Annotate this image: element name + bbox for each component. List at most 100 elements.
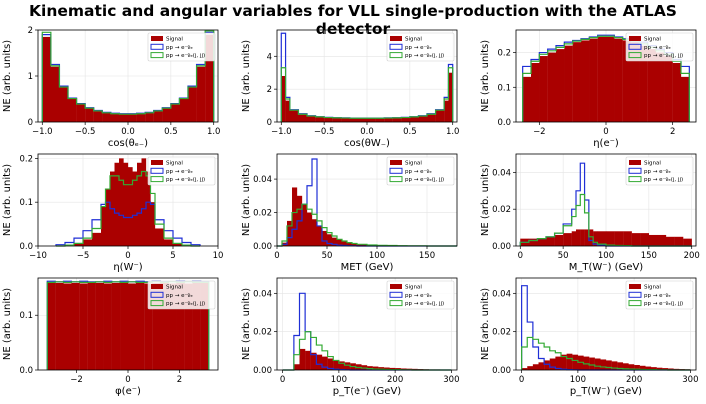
legend-label: pp → e⁻ν̄ₑ: [166, 45, 193, 51]
x-axis-label: p_T(e⁻) (GeV): [333, 386, 402, 397]
signal-bar: [59, 87, 69, 122]
legend-label: Signal: [166, 37, 183, 43]
legend-swatch-green: [389, 52, 403, 59]
signal-bar: [674, 236, 684, 246]
y-axis-label: NE (arb. units): [241, 164, 252, 236]
legend: Signal pp → e⁻ν̄ₑ pp → e⁻ν̄ₑ(j, jj): [386, 156, 455, 186]
signal-bar: [79, 283, 88, 370]
x-tick-label: −5: [77, 251, 90, 261]
panel-6: 0 50 100 150 200 0.00 0.02 0.04 M_T(W⁻) (GeV) NE …: [480, 153, 700, 273]
signal-bar: [628, 364, 635, 370]
legend-swatch-green: [628, 176, 642, 183]
legend-label: Signal: [405, 37, 422, 43]
signal-bar: [645, 366, 652, 370]
legend-swatch-green: [150, 176, 164, 183]
signal-bar: [389, 367, 396, 370]
signal-bar: [192, 282, 201, 370]
green-step-line: [280, 67, 454, 122]
legend-box: [147, 156, 216, 186]
signal-bar: [305, 350, 311, 370]
signal-bar: [93, 110, 103, 122]
signal-bar: [114, 162, 120, 246]
legend-label: Signal: [644, 161, 661, 167]
signal-bar: [576, 229, 581, 246]
blue-step-line: [55, 201, 201, 246]
signal-bar: [662, 368, 669, 370]
axes-frame: [276, 153, 458, 247]
x-tick-label: 0: [518, 251, 523, 261]
x-tick-label: −1.0: [271, 127, 292, 137]
signal-bar: [316, 354, 323, 370]
signal-bar: [101, 206, 106, 246]
signal-bar: [85, 108, 94, 122]
signal-bar: [656, 367, 663, 370]
y-tick-label: 1: [28, 72, 33, 82]
signal-bar: [317, 225, 323, 246]
signal-bar: [544, 360, 550, 370]
x-axis-label: φ(e⁻): [115, 386, 141, 397]
legend-swatch-green: [389, 176, 403, 183]
signal-bar: [128, 114, 137, 122]
legend-label: pp → e⁻ν̄ₑ(j, jj): [644, 177, 683, 183]
x-tick-label: 0.5: [403, 127, 417, 137]
signal-bar: [651, 367, 657, 370]
legend-box: [625, 32, 694, 62]
legend-swatch-blue: [389, 291, 403, 298]
signal-bar: [322, 230, 328, 246]
x-tick-label: 0: [274, 251, 279, 261]
signal-bar: [298, 114, 308, 122]
legend-swatch-blue: [628, 43, 642, 50]
signal-bar: [184, 283, 193, 370]
x-axis-label: cos(θW₋): [344, 138, 390, 149]
x-tick-label: 100: [331, 375, 347, 385]
signal-bar: [357, 244, 368, 246]
signal-bar: [623, 231, 632, 246]
signal-bar: [527, 366, 534, 370]
y-tick-label: 0.04: [492, 289, 511, 299]
y-axis-label: NE (arb. units): [480, 288, 491, 360]
signal-bar: [392, 117, 402, 122]
signal-bar: [50, 66, 60, 122]
signal-bar: [162, 108, 172, 122]
x-tick-label: 2: [177, 375, 182, 385]
x-tick-label: 150: [419, 251, 435, 261]
signal-bar: [205, 34, 214, 122]
y-tick-label: 0.04: [492, 168, 511, 178]
signal-bar: [173, 243, 183, 246]
x-tick-label: 2: [670, 127, 675, 137]
signal-bar: [383, 367, 390, 370]
legend-label: pp → e⁻ν̄ₑ: [166, 169, 193, 175]
x-tick-label: 1.0: [207, 127, 221, 137]
legend-label: pp → e⁻ν̄ₑ: [166, 293, 193, 299]
legend: Signal pp → e⁻ν̄ₑ pp → e⁻ν̄ₑ(j, jj): [147, 156, 216, 186]
x-tick-label: 0.0: [121, 127, 135, 137]
signal-bar: [372, 366, 379, 370]
signal-bar: [664, 56, 673, 122]
signal-bar: [597, 36, 607, 122]
signal-bar: [584, 229, 590, 246]
legend-label: Signal: [405, 285, 422, 291]
legend-label: pp → e⁻ν̄ₑ(j, jj): [166, 177, 205, 183]
signal-bar: [322, 356, 328, 370]
signal-bar: [566, 353, 573, 370]
legend-label: pp → e⁻ν̄ₑ(j, jj): [405, 301, 444, 307]
y-axis-label: NE (arb. units): [2, 40, 13, 112]
signal-bar: [564, 45, 573, 122]
signal-bar: [188, 87, 197, 122]
signal-bar: [47, 282, 56, 370]
signal-bar: [105, 189, 111, 246]
legend-label: pp → e⁻ν̄ₑ: [644, 293, 671, 299]
signal-bar: [522, 76, 532, 122]
signal-bar: [92, 232, 102, 246]
x-tick-label: 50: [558, 251, 569, 261]
signal-bar: [327, 234, 333, 246]
legend-swatch-signal: [390, 284, 402, 289]
signal-bar: [87, 282, 96, 370]
y-tick-label: 0.02: [492, 328, 511, 338]
y-tick-label: 0.1: [497, 83, 511, 93]
y-axis-label: NE (arb. units): [480, 164, 491, 236]
signal-bar: [528, 238, 538, 246]
signal-bar: [631, 233, 641, 246]
signal-bar: [344, 362, 351, 370]
legend-label: Signal: [405, 161, 422, 167]
